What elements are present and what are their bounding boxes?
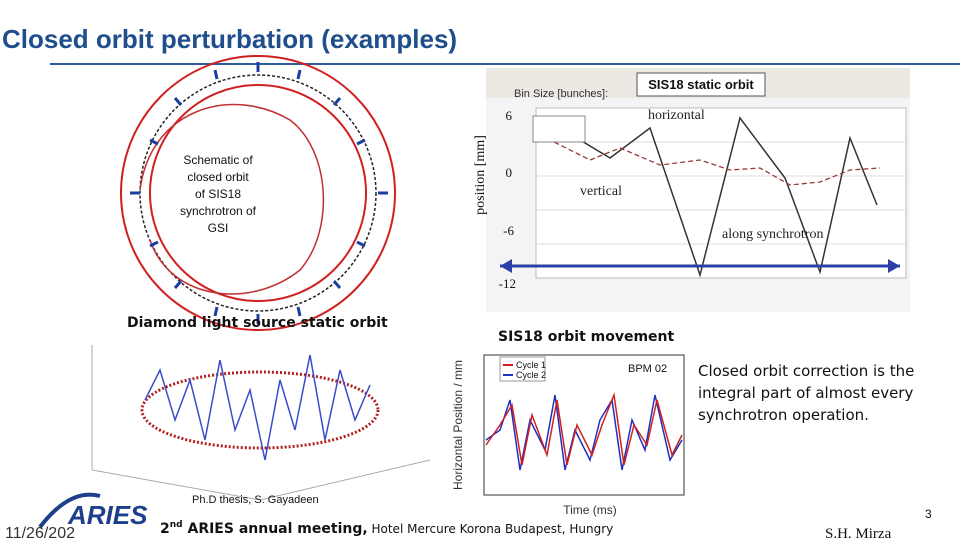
toolbar-text: Bin Size [bunches]: (514, 88, 608, 100)
y-tick-label: -12 (499, 276, 516, 291)
y-axis-label: position [mm] (473, 135, 488, 215)
schematic-caption: synchrotron of (180, 204, 257, 218)
schematic-caption: of SIS18 (195, 187, 241, 201)
orbit-movement-image (483, 354, 685, 496)
meeting-suffix: nd (170, 520, 183, 530)
y-axis-label: Horizontal Position / mm (451, 360, 465, 490)
y-tick-label: 6 (506, 108, 513, 123)
page-number: 3 (925, 507, 932, 521)
ring-schematic (120, 55, 396, 331)
date: 11/26/202 (5, 525, 75, 540)
meeting-venue: Hotel Mercure Korona Budapest, Hungry (368, 522, 614, 536)
meeting-event: ARIES annual meeting, (183, 521, 368, 537)
footer-meeting: 2nd ARIES annual meeting, Hotel Mercure … (160, 520, 613, 537)
note-text: Closed orbit correction is the (698, 362, 914, 380)
static-orbit-image (486, 68, 910, 312)
slide-title: Closed orbit perturbation (examples) (2, 24, 457, 54)
chart-title: SIS18 static orbit (648, 77, 754, 92)
note-text: synchrotron operation. (698, 406, 869, 424)
logo: ARIES (67, 500, 148, 530)
x-axis-label: along synchrotron (722, 227, 823, 242)
x-axis-label: Time (ms) (563, 503, 617, 517)
legend-entry: Cycle 1 (516, 360, 546, 370)
series-label: horizontal (648, 108, 705, 123)
image-credit: Ph.D thesis, S. Gayadeen (192, 494, 319, 506)
y-tick-label: 0 (506, 165, 513, 180)
logo-swoosh (38, 492, 101, 529)
legend-entry: Cycle 2 (516, 370, 546, 380)
schematic-caption: GSI (208, 221, 229, 235)
bpm-label: BPM 02 (628, 363, 667, 375)
schematic-caption: closed orbit (187, 170, 249, 184)
meeting-number: 2 (160, 521, 170, 537)
schematic-caption: Schematic of (183, 153, 253, 167)
note-text: integral part of almost every (698, 384, 913, 402)
y-tick-label: -6 (503, 223, 514, 238)
series-label: vertical (580, 184, 622, 199)
author: S.H. Mirza (825, 526, 892, 540)
image-caption: SIS18 orbit movement (498, 329, 675, 345)
image-caption: Diamond light source static orbit (127, 315, 388, 331)
diamond-orbit-image (91, 345, 431, 501)
